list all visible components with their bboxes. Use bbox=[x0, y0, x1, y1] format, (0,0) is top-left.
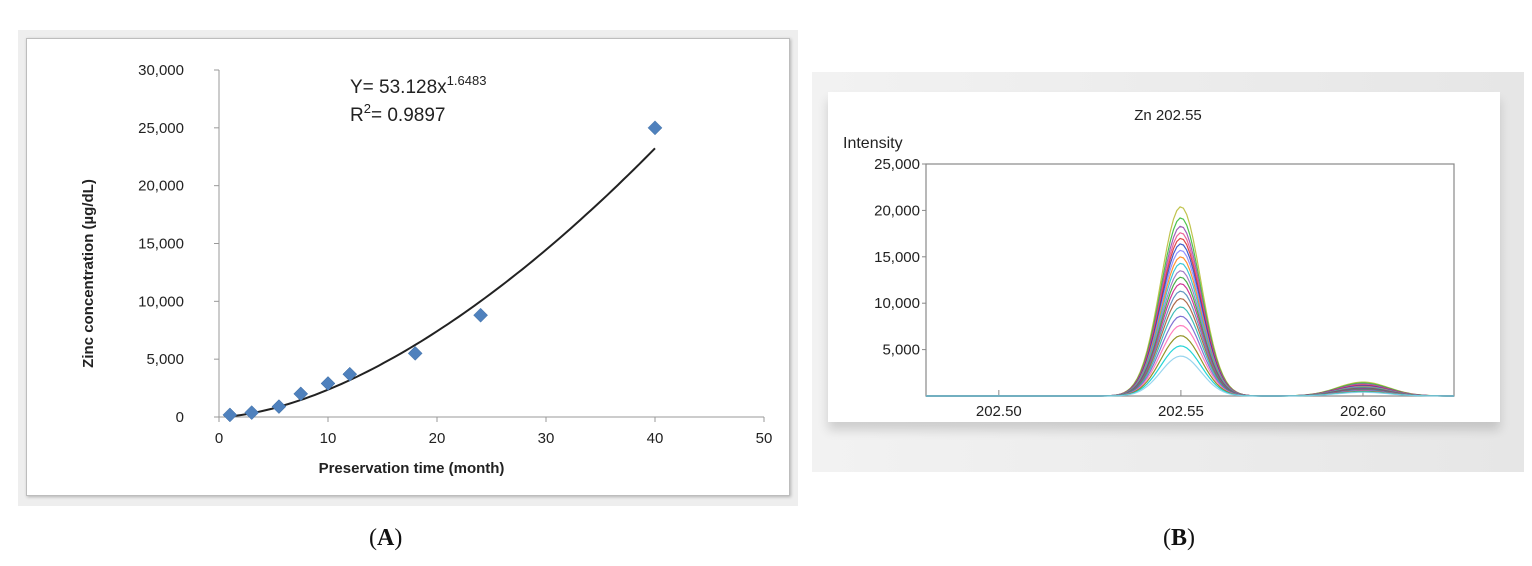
y-tick-label: 10,000 bbox=[138, 293, 184, 310]
y-tick-label: 30,000 bbox=[138, 62, 184, 79]
caption-b-letter: B bbox=[1171, 525, 1188, 551]
data-point bbox=[407, 346, 423, 361]
fit-curve bbox=[229, 147, 656, 418]
data-point bbox=[320, 376, 336, 391]
y-tick-label: 20,000 bbox=[138, 178, 184, 195]
data-point bbox=[244, 405, 260, 420]
r-squared-superscript: 2 bbox=[364, 101, 371, 116]
data-point bbox=[271, 399, 287, 414]
caption-a-letter: A bbox=[377, 525, 395, 551]
fit-equation: Y= 53.128x1.6483 bbox=[350, 73, 486, 98]
spectrum-line bbox=[926, 297, 1454, 397]
chart-b-svg: Zn 202.55 Intensity 5,000 10,000 15,000 20,00… bbox=[843, 107, 1455, 420]
y-tick-label: 5,000 bbox=[882, 342, 920, 359]
data-point bbox=[342, 366, 358, 382]
chart-b-y-label: Intensity bbox=[843, 135, 903, 152]
plot-b-frame bbox=[925, 163, 1455, 397]
data-point bbox=[647, 120, 663, 136]
y-tick-label: 25,000 bbox=[874, 156, 920, 173]
spectrum-line bbox=[926, 290, 1454, 397]
fit-equation-exponent: 1.6483 bbox=[447, 73, 487, 88]
spectrum-line bbox=[926, 243, 1454, 397]
spectrum-line bbox=[926, 355, 1454, 397]
panel-b: Zn 202.55 Intensity 5,000 10,000 15,000 20,00… bbox=[812, 72, 1524, 472]
spectrum-line bbox=[926, 225, 1454, 397]
y-tick-label: 15,000 bbox=[138, 236, 184, 253]
x-axis-title: Preservation time (month) bbox=[319, 460, 505, 477]
r-squared-symbol: R bbox=[350, 105, 364, 126]
x-tick-label: 0 bbox=[215, 430, 223, 447]
y-tick-label: 15,000 bbox=[874, 249, 920, 266]
x-tick-label: 202.60 bbox=[1340, 403, 1386, 420]
x-tick-label: 10 bbox=[320, 430, 337, 447]
x-tick-label: 20 bbox=[429, 430, 446, 447]
x-tick-label: 50 bbox=[756, 430, 773, 447]
chart-a-svg: 0 5,000 10,000 15,000 20,000 25,000 30,000 0 10 2… bbox=[80, 62, 773, 477]
panel-a: 0 5,000 10,000 15,000 20,000 25,000 30,000 0 10 2… bbox=[18, 30, 798, 506]
chart-b-title: Zn 202.55 bbox=[1134, 107, 1202, 124]
caption-a: (A) bbox=[369, 525, 403, 551]
caption-b: (B) bbox=[1163, 525, 1196, 551]
data-point bbox=[473, 307, 488, 323]
x-tick-label: 40 bbox=[647, 430, 664, 447]
chart-b-frame: Zn 202.55 Intensity 5,000 10,000 15,000 20,00… bbox=[828, 92, 1500, 422]
x-tick-label: 202.50 bbox=[976, 403, 1022, 420]
data-point bbox=[222, 407, 238, 423]
chart-a-frame: 0 5,000 10,000 15,000 20,000 25,000 30,000 0 10 2… bbox=[26, 38, 790, 496]
x-tick-label: 202.55 bbox=[1158, 403, 1204, 420]
r-squared-value: = 0.9897 bbox=[371, 105, 446, 126]
y-tick-label: 0 bbox=[176, 409, 184, 426]
spectrum-line bbox=[926, 237, 1454, 397]
y-axis-title: Zinc concentration (µg/dL) bbox=[80, 179, 97, 368]
y-tick-label: 20,000 bbox=[874, 202, 920, 219]
y-tick-label: 10,000 bbox=[874, 295, 920, 312]
data-point bbox=[293, 386, 309, 402]
y-tick-label: 5,000 bbox=[146, 351, 184, 368]
r-squared: R2= 0.9897 bbox=[350, 101, 445, 126]
fit-equation-base: Y= 53.128x bbox=[350, 77, 447, 98]
y-tick-label: 25,000 bbox=[138, 120, 184, 137]
x-tick-label: 30 bbox=[538, 430, 555, 447]
